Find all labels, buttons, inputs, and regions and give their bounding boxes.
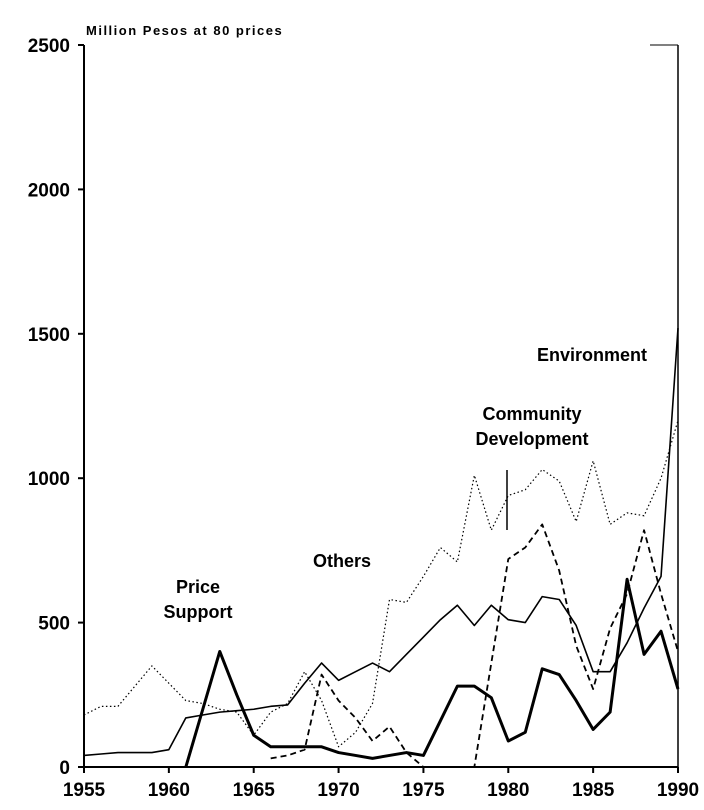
series-label: Environment — [537, 345, 647, 365]
y-tick-label: 1500 — [28, 325, 70, 346]
x-tick-label: 1980 — [487, 780, 529, 801]
series-line — [83, 327, 679, 757]
series-label: Others — [313, 551, 371, 571]
x-tick-label: 1975 — [402, 780, 445, 801]
x-tick-label: 1955 — [63, 780, 106, 801]
x-tick-label: 1960 — [148, 780, 190, 801]
series-line — [83, 420, 679, 748]
x-tick-label: 1990 — [657, 780, 699, 801]
chart-title: Million Pesos at 80 prices — [86, 23, 283, 38]
x-tick-label: 1985 — [572, 780, 615, 801]
series-label: Price Support — [164, 577, 233, 622]
series-label: Community Development — [475, 404, 588, 449]
x-tick-label: 1965 — [233, 780, 276, 801]
y-tick-label: 1000 — [28, 469, 70, 490]
y-tick-label: 2000 — [28, 180, 70, 201]
y-tick-label: 0 — [59, 758, 70, 779]
x-tick-label: 1970 — [317, 780, 359, 801]
y-tick-label: 2500 — [28, 36, 70, 57]
y-tick-label: 500 — [38, 614, 70, 635]
series-line — [270, 523, 679, 768]
series-line — [184, 577, 680, 768]
